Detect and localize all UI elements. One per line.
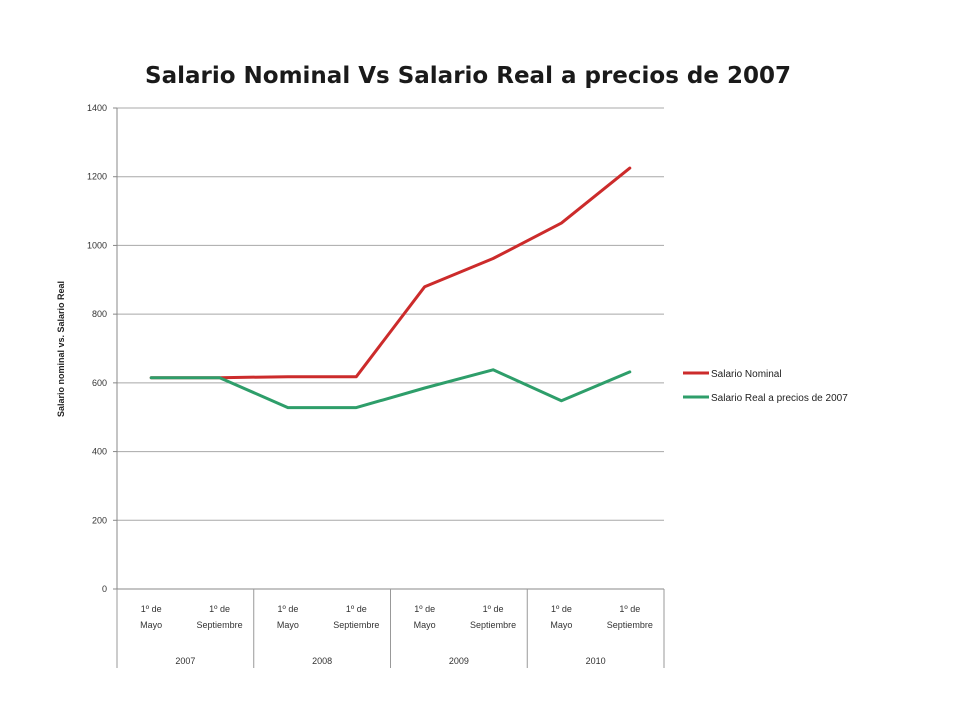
y-axis-ticks: 0 200 400 600 800 1000 1200 1400	[87, 103, 118, 594]
y-tick-label: 1200	[87, 172, 107, 182]
y-tick-label: 600	[92, 378, 107, 388]
y-tick-label: 400	[92, 447, 107, 457]
y-tick-label: 800	[92, 309, 107, 319]
legend-label: Salario Real a precios de 2007	[711, 393, 848, 404]
series-lines	[149, 166, 632, 410]
x-tick-label: 1º de Mayo	[550, 604, 572, 630]
y-axis-label: Salario nominal vs. Salario Real	[56, 281, 66, 417]
x-tick-label: 1º de Septiembre	[197, 604, 243, 630]
y-tick-label: 1000	[87, 240, 107, 250]
series-line-2	[149, 368, 632, 410]
series-line-1	[149, 166, 632, 380]
x-group-label: 2008	[312, 656, 332, 666]
x-group-label: 2010	[586, 656, 606, 666]
x-tick-label: 1º de Septiembre	[333, 604, 379, 630]
x-group-label: 2009	[449, 656, 469, 666]
x-tick-label: 1º de Septiembre	[470, 604, 516, 630]
chart-title: Salario Nominal Vs Salario Real a precio…	[145, 63, 791, 89]
x-axis: 1º de Mayo 1º de Septiembre 1º de Mayo 1º de Se…	[116, 588, 665, 668]
x-tick-label: 1º de Mayo	[277, 604, 299, 630]
legend: Salario Nominal Salario Real a precios de…	[683, 369, 848, 404]
x-group-label: 2007	[175, 656, 195, 666]
y-tick-label: 1400	[87, 103, 107, 113]
x-tick-label: 1º de Septiembre	[607, 604, 653, 630]
x-tick-label: 1º de Mayo	[140, 604, 162, 630]
gridlines	[117, 107, 664, 521]
legend-label: Salario Nominal	[711, 369, 782, 380]
y-tick-label: 0	[102, 584, 107, 594]
x-tick-label: 1º de Mayo	[414, 604, 436, 630]
y-tick-label: 200	[92, 515, 107, 525]
